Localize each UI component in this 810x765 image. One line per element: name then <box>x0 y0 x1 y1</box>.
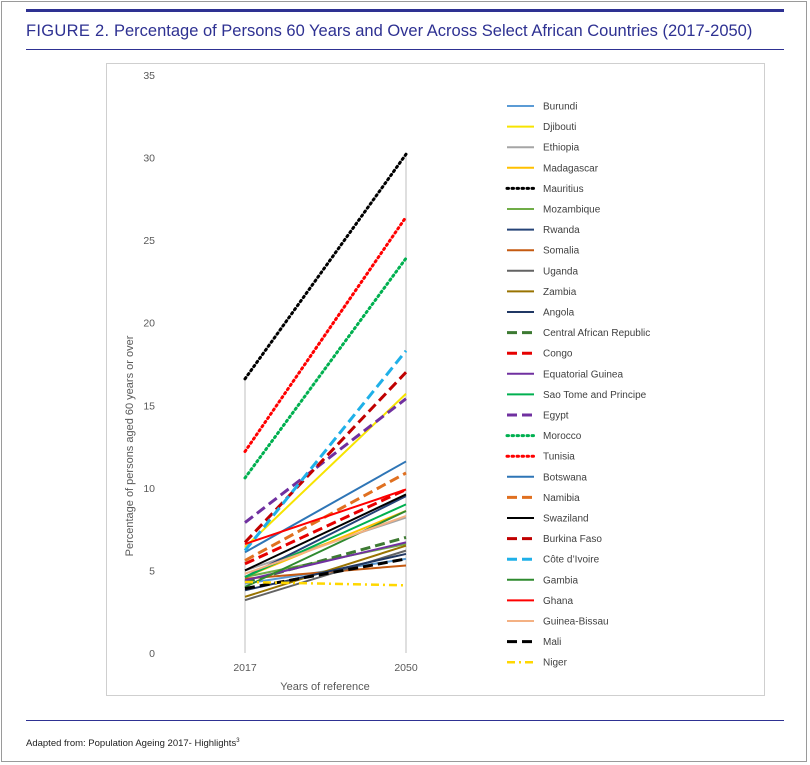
series-line <box>244 397 407 524</box>
legend-label: Somalia <box>543 246 580 257</box>
legend-label: Ethiopia <box>543 143 580 154</box>
x-tick-label: 2050 <box>394 662 418 674</box>
legend-label: Ghana <box>543 596 573 607</box>
series-line <box>244 552 407 592</box>
legend-label: Guinea-Bissau <box>543 617 609 628</box>
top-rule <box>26 9 784 12</box>
legend-label: Mozambique <box>543 205 601 216</box>
y-tick-label: 25 <box>143 235 155 247</box>
series-line <box>243 152 408 381</box>
y-tick-label: 15 <box>143 400 155 412</box>
source-note: Adapted from: Population Ageing 2017- Hi… <box>26 738 240 749</box>
series-line <box>243 371 408 544</box>
figure-title: FIGURE 2. Percentage of Persons 60 Years… <box>26 22 752 41</box>
series-line <box>244 549 407 602</box>
series-line <box>243 215 408 454</box>
legend-label: Burkina Faso <box>543 534 602 545</box>
x-axis-title: Years of reference <box>280 681 369 693</box>
legend-label: Madagascar <box>543 163 599 174</box>
y-tick-label: 5 <box>149 565 155 577</box>
source-superscript: 3 <box>236 738 240 744</box>
legend-label: Namibia <box>543 493 580 504</box>
y-tick-label: 30 <box>143 153 155 165</box>
legend-label: Côte d’Ivoire <box>543 555 600 566</box>
legend-label: Tunisia <box>543 452 575 463</box>
bottom-rule <box>26 720 784 721</box>
series-line <box>243 256 408 480</box>
legend-label: Morocco <box>543 431 582 442</box>
figure-label: FIGURE 2. <box>26 22 110 40</box>
y-tick-label: 35 <box>143 70 155 82</box>
legend-label: Angola <box>543 308 575 319</box>
y-axis-title: Percentage of persons aged 60 years or o… <box>124 335 136 556</box>
legend-label: Burundi <box>543 102 577 113</box>
legend-label: Central African Republic <box>543 328 650 339</box>
legend-label: Djibouti <box>543 122 576 133</box>
series-line <box>244 535 407 584</box>
legend-label: Uganda <box>543 266 578 277</box>
legend-label: Equatorial Guinea <box>543 369 623 380</box>
series-line <box>244 557 407 591</box>
legend-label: Niger <box>543 658 568 669</box>
x-tick-label: 2017 <box>233 662 257 674</box>
legend-label: Sao Tome and Principe <box>543 390 647 401</box>
series-line <box>244 510 407 588</box>
legend-label: Mauritius <box>543 184 584 195</box>
legend-label: Zambia <box>543 287 577 298</box>
legend-label: Rwanda <box>543 225 580 236</box>
series-line <box>243 349 408 552</box>
series-line <box>244 488 407 545</box>
legend-label: Gambia <box>543 575 578 586</box>
title-rule <box>26 49 784 50</box>
legend-label: Congo <box>543 349 573 360</box>
legend-label: Egypt <box>543 411 569 422</box>
y-tick-label: 20 <box>143 318 155 330</box>
chart-area <box>106 63 765 696</box>
series-line <box>244 460 407 554</box>
y-tick-label: 0 <box>149 648 155 660</box>
figure-title-text: Percentage of Persons 60 Years and Over … <box>113 22 753 40</box>
legend-label: Botswana <box>543 472 587 483</box>
source-text: Adapted from: Population Ageing 2017- Hi… <box>26 738 237 750</box>
series-line <box>244 493 407 572</box>
series-line <box>244 514 407 575</box>
y-tick-label: 10 <box>143 483 155 495</box>
legend-label: Mali <box>543 637 561 648</box>
legend-label: Swaziland <box>543 514 589 525</box>
